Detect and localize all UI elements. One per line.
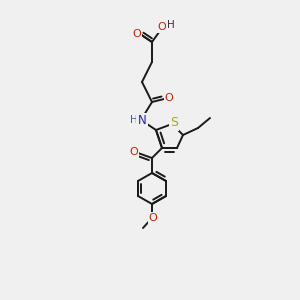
Text: S: S [170, 116, 178, 130]
Text: O: O [148, 213, 158, 223]
Text: H: H [130, 115, 138, 125]
Text: O: O [158, 22, 166, 32]
Text: N: N [138, 115, 146, 128]
Text: O: O [133, 29, 141, 39]
Text: O: O [130, 147, 138, 157]
Text: H: H [167, 20, 175, 30]
Text: O: O [165, 93, 173, 103]
